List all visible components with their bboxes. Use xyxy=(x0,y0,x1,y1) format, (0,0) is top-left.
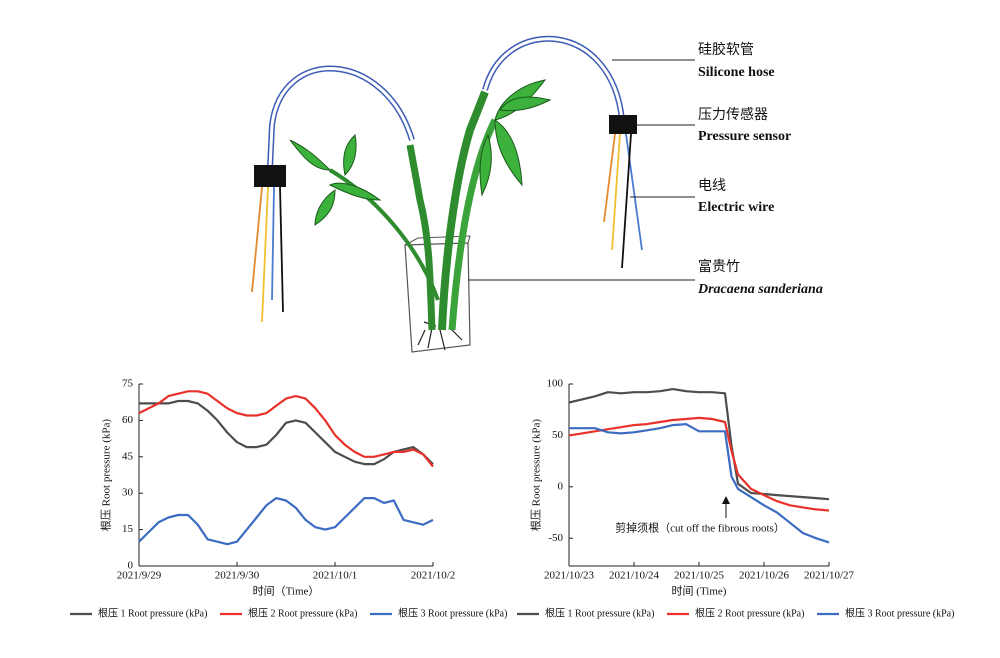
x-tick-label: 2021/9/29 xyxy=(117,570,162,582)
y-tick-label: -50 xyxy=(548,532,563,544)
y-tick-label: 0 xyxy=(128,560,134,572)
legend-label: 根压 1 Root pressure (kPa) xyxy=(98,606,207,619)
series-line xyxy=(138,390,434,468)
legend-label: 根压 1 Root pressure (kPa) xyxy=(545,606,654,619)
x-tick-label: 2021/10/26 xyxy=(739,570,790,582)
x-tick-label: 2021/9/30 xyxy=(215,570,260,582)
legend-label: 根压 3 Root pressure (kPa) xyxy=(845,606,954,619)
legend-label: 根压 3 Root pressure (kPa) xyxy=(398,606,507,619)
y-tick-label: 30 xyxy=(122,487,134,499)
y-tick-label: 100 xyxy=(547,378,564,390)
x-tick-label: 2021/10/27 xyxy=(804,570,855,582)
x-tick-label: 2021/10/1 xyxy=(313,570,358,582)
label-en: Pressure sensor xyxy=(698,129,791,144)
series-line xyxy=(139,399,434,466)
x-axis-label: 时间（Time） xyxy=(253,585,320,598)
annotation: 剪掉须根（cut off the fibrous roots） xyxy=(615,521,785,535)
label-en: Electric wire xyxy=(698,200,774,215)
label-zh: 电线 xyxy=(698,178,726,194)
label-zh: 富贵竹 xyxy=(698,258,740,275)
series-line xyxy=(138,497,434,546)
y-tick-label: 0 xyxy=(558,480,564,492)
y-tick-label: 75 xyxy=(122,378,134,390)
series-line xyxy=(569,423,830,544)
x-tick-label: 2021/10/2 xyxy=(411,570,456,582)
x-tick-label: 2021/10/24 xyxy=(609,570,660,582)
y-tick-label: 50 xyxy=(552,429,564,441)
y-tick-label: 45 xyxy=(122,450,134,462)
annotation-arrowhead xyxy=(722,496,730,504)
label-en: Silicone hose xyxy=(698,65,775,80)
label-en: Dracaena sanderiana xyxy=(697,282,823,297)
y-axis-label: 根压 Root pressure (kPa) xyxy=(99,419,113,531)
label-zh: 压力传感器 xyxy=(698,106,768,123)
x-tick-label: 2021/10/23 xyxy=(544,570,595,582)
y-tick-label: 15 xyxy=(122,523,134,535)
series-line xyxy=(568,388,830,501)
legend-label: 根压 2 Root pressure (kPa) xyxy=(695,606,804,619)
x-tick-label: 2021/10/25 xyxy=(674,570,725,582)
series-line xyxy=(568,416,830,512)
legend-label: 根压 2 Root pressure (kPa) xyxy=(248,606,357,619)
plant-illustration xyxy=(251,35,695,353)
x-axis-label: 时间 (Time) xyxy=(672,585,727,598)
y-axis-label: 根压 Root pressure (kPa) xyxy=(529,419,543,531)
y-tick-label: 60 xyxy=(122,414,134,426)
label-zh: 硅胶软管 xyxy=(698,41,754,58)
